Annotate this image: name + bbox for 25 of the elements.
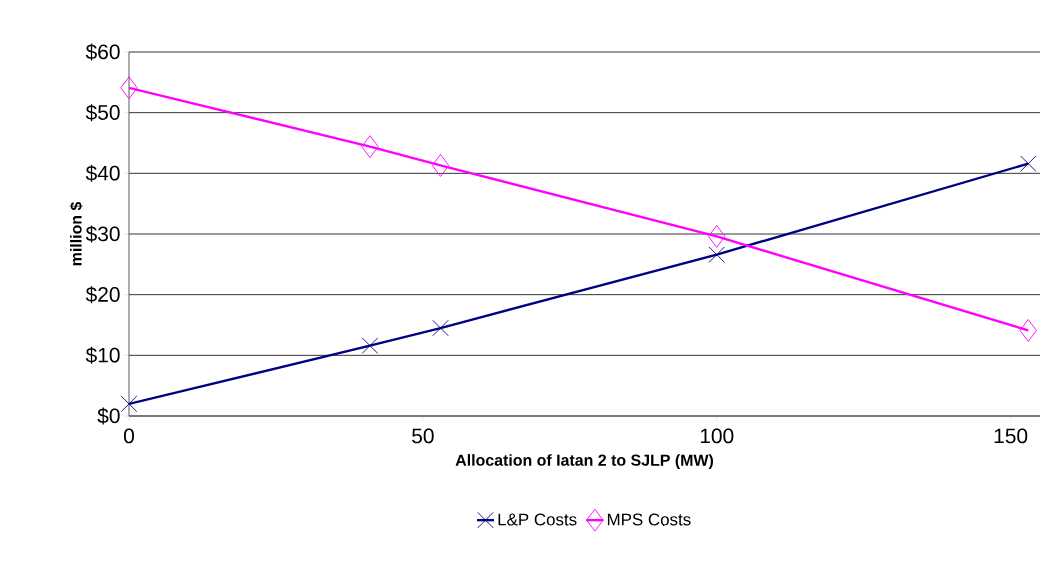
point [708,246,725,263]
y-axis-title: million $ [69,201,83,266]
point [1019,319,1037,342]
x-tick-label: 100 [700,428,734,444]
x-tick-label: 150 [994,428,1028,444]
x-axis-title: Allocation of Iatan 2 to SJLP (MW) [455,454,714,469]
y-tick-label: $40 [85,164,120,182]
legend-label: L&P Costs [498,513,577,526]
y-tick-label: $20 [85,286,120,304]
y-tick-label: $30 [85,225,120,243]
point [361,135,379,159]
point [120,76,138,100]
point [431,154,450,177]
y-tick-label: $50 [85,104,120,122]
y-tick-label: $10 [85,346,120,364]
x-tick-label: 0 [123,428,134,444]
point [120,395,138,413]
point [361,337,379,354]
y-tick-label: $0 [97,407,120,425]
point [708,225,726,248]
y-tick-label: $60 [85,43,120,61]
x-tick-label: 50 [412,428,434,444]
point [432,319,449,337]
legend-label: MPS Costs [607,513,691,526]
point [1020,155,1037,172]
